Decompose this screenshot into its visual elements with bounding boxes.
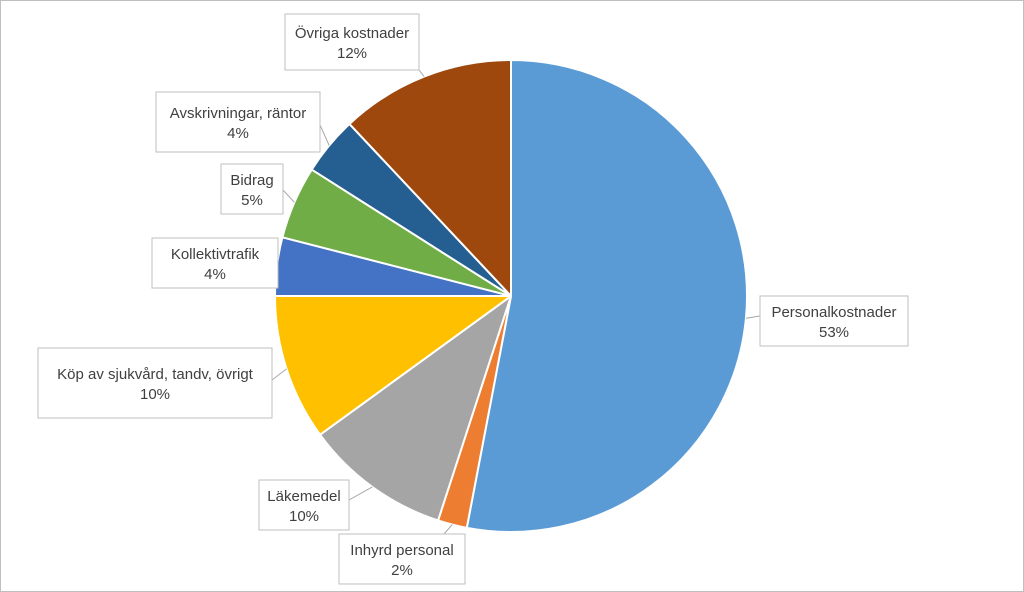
callout-box — [220, 163, 284, 215]
data-label-callout: Köp av sjukvård, tandv, övrigt 10% — [37, 347, 273, 419]
slice-name-label: Bidrag — [230, 172, 273, 189]
slice-percent-label: 10% — [140, 386, 170, 403]
callout-box — [759, 295, 909, 347]
slice-name-label: Personalkostnader — [771, 304, 896, 321]
callout-box — [151, 237, 279, 289]
data-label-callout: Läkemedel 10% — [258, 479, 350, 531]
slice-name-label: Läkemedel — [267, 488, 340, 505]
data-label-callout: Övriga kostnader 12% — [284, 13, 420, 71]
slice-percent-label: 2% — [391, 562, 413, 579]
data-label-callout: Personalkostnader 53% — [759, 295, 909, 347]
leader-line — [319, 124, 330, 146]
leader-line — [271, 368, 287, 381]
slice-name-label: Kollektivtrafik — [171, 246, 260, 263]
slice-percent-label: 4% — [204, 266, 226, 283]
leader-line — [745, 315, 761, 319]
data-label-callout: Avskrivningar, räntor 4% — [155, 91, 321, 153]
slice-percent-label: 12% — [337, 45, 367, 62]
slice-percent-label: 53% — [819, 324, 849, 341]
slice-name-label: Köp av sjukvård, tandv, övrigt — [57, 366, 253, 383]
pie-slices — [274, 59, 748, 533]
slice-name-label: Avskrivningar, räntor — [170, 105, 306, 122]
callout-box — [284, 13, 420, 71]
leader-line — [443, 524, 453, 535]
data-label-callout: Bidrag 5% — [220, 163, 284, 215]
data-label-callout: Inhyrd personal 2% — [338, 533, 466, 585]
leader-line — [418, 69, 425, 77]
callout-box — [338, 533, 466, 585]
leader-line — [348, 486, 373, 501]
slice-percent-label: 10% — [289, 508, 319, 525]
slice-percent-label: 5% — [241, 192, 263, 209]
leader-line — [282, 189, 295, 203]
callout-box — [155, 91, 321, 153]
slice-name-label: Övriga kostnader — [295, 24, 409, 42]
leader-lines — [271, 69, 761, 535]
slice-percent-label: 4% — [227, 125, 249, 142]
data-label-callout: Kollektivtrafik 4% — [151, 237, 279, 289]
callout-box — [258, 479, 350, 531]
slice-name-label: Inhyrd personal — [350, 542, 453, 559]
data-labels: Personalkostnader 53% Inhyrd personal 2% Läk… — [37, 13, 909, 585]
callout-box — [37, 347, 273, 419]
pie-slice-personalkostnader — [465, 59, 748, 533]
